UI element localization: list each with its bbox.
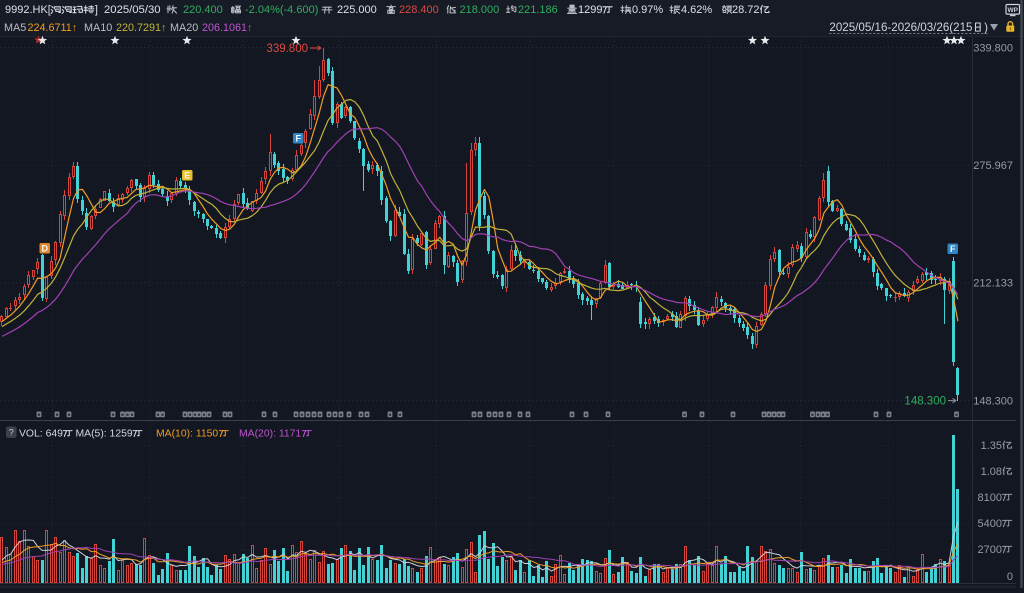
svg-text:28.72: 28.72 bbox=[732, 4, 760, 16]
svg-text:148.300: 148.300 bbox=[973, 395, 1013, 407]
svg-text:220.400: 220.400 bbox=[183, 4, 223, 16]
svg-text:MA(20): 1171: MA(20): 1171 bbox=[239, 429, 301, 440]
svg-text:MA(10): 1150: MA(10): 1150 bbox=[156, 429, 218, 440]
svg-text:212.133: 212.133 bbox=[973, 278, 1013, 290]
svg-text:339.800: 339.800 bbox=[973, 42, 1013, 54]
svg-text:9992.HK[: 9992.HK[ bbox=[5, 4, 51, 16]
svg-text:MA20: MA20 bbox=[170, 22, 198, 34]
svg-text:): ) bbox=[984, 21, 988, 34]
svg-text:?: ? bbox=[9, 428, 14, 438]
svg-text:5400: 5400 bbox=[978, 518, 1002, 530]
svg-text:MA(5): 1259: MA(5): 1259 bbox=[76, 429, 133, 440]
svg-text:2700: 2700 bbox=[978, 544, 1002, 556]
svg-text:D: D bbox=[42, 244, 49, 254]
svg-text:4.62%: 4.62% bbox=[681, 4, 712, 16]
svg-text:VOL: 649: VOL: 649 bbox=[19, 429, 63, 440]
svg-text:225.000: 225.000 bbox=[337, 4, 377, 16]
svg-text:339.800: 339.800 bbox=[266, 43, 308, 55]
svg-text:220.7291↑: 220.7291↑ bbox=[116, 22, 166, 34]
svg-text:1.35: 1.35 bbox=[981, 440, 1002, 452]
svg-text:218.000: 218.000 bbox=[460, 4, 500, 16]
svg-text:0.97%: 0.97% bbox=[632, 4, 663, 16]
svg-text:1299: 1299 bbox=[578, 4, 602, 16]
svg-text:F: F bbox=[950, 244, 956, 254]
svg-text:2025/05/30: 2025/05/30 bbox=[104, 4, 161, 16]
svg-text:WP: WP bbox=[1008, 7, 1019, 14]
svg-text:275.967: 275.967 bbox=[973, 160, 1013, 172]
svg-text:1.08: 1.08 bbox=[981, 466, 1002, 478]
svg-text:221.186: 221.186 bbox=[518, 4, 558, 16]
svg-text:]: ] bbox=[95, 4, 98, 16]
svg-text:MA10: MA10 bbox=[84, 22, 112, 34]
svg-text:224.6711↑: 224.6711↑ bbox=[28, 22, 78, 34]
svg-text:-2.04%(-4.600): -2.04%(-4.600) bbox=[245, 4, 318, 16]
svg-text:228.400: 228.400 bbox=[399, 4, 439, 16]
svg-text:2025/05/16-2026/03/26(215: 2025/05/16-2026/03/26(215 bbox=[829, 21, 972, 34]
svg-text:0: 0 bbox=[1007, 571, 1013, 583]
svg-text:8100: 8100 bbox=[978, 492, 1002, 504]
svg-text:F: F bbox=[295, 134, 301, 144]
svg-text:MA5: MA5 bbox=[4, 22, 26, 34]
svg-text:206.1061↑: 206.1061↑ bbox=[202, 22, 252, 34]
svg-text:148.300: 148.300 bbox=[904, 395, 946, 407]
svg-text:E: E bbox=[184, 171, 190, 181]
